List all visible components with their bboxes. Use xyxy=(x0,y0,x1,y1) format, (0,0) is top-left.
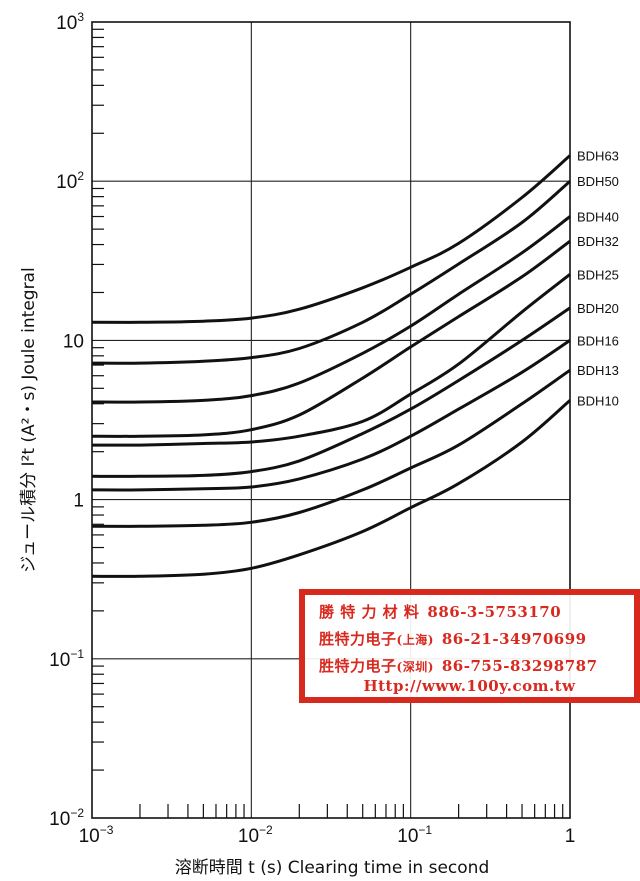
curve-bdh32 xyxy=(91,239,571,438)
x-tick-label: 10−2 xyxy=(238,823,273,847)
curves xyxy=(91,154,571,578)
x-tick-label: 10−1 xyxy=(397,823,432,847)
x-tick-label: 10−3 xyxy=(79,823,114,847)
curve-bdh63 xyxy=(91,154,571,324)
watermark-phone: 86-21-34970699 xyxy=(441,630,587,648)
series-label-bdh20: BDH20 xyxy=(577,301,619,316)
series-labels: BDH63 BDH50 BDH40 BDH32 BDH25 BDH20 BDH16 BDH13… xyxy=(577,149,619,409)
watermark-branch: (深圳) xyxy=(396,660,434,674)
y-tick-label: 1 xyxy=(73,491,84,512)
plot-frame xyxy=(91,21,571,819)
x-tick-labels: 10−3 10−2 10−1 1 xyxy=(79,823,576,847)
series-label-bdh13: BDH13 xyxy=(577,363,619,378)
curve-bdh16 xyxy=(91,339,571,492)
watermark-company-name: 勝 特 力 材 料 xyxy=(319,603,420,621)
y-tick-label: 10−1 xyxy=(49,647,84,671)
series-label-bdh10: BDH10 xyxy=(577,393,619,408)
series-label-bdh25: BDH25 xyxy=(577,267,619,282)
watermark-phone: 886-3-5753170 xyxy=(427,603,562,621)
watermark-branch: (上海) xyxy=(396,633,434,647)
curve-bdh10 xyxy=(91,399,571,578)
curve-bdh40 xyxy=(91,215,571,404)
y-tick-label: 102 xyxy=(56,169,84,193)
watermark-phone: 86-755-83298787 xyxy=(441,657,598,675)
watermark-company-name: 胜特力电子 xyxy=(319,657,397,675)
series-label-bdh40: BDH40 xyxy=(577,210,619,225)
curve-bdh20 xyxy=(91,306,571,478)
series-label-bdh32: BDH32 xyxy=(577,234,619,249)
curve-bdh13 xyxy=(91,368,571,528)
minor-ticks xyxy=(92,28,564,818)
curve-bdh50 xyxy=(91,180,571,365)
watermark-line-1: 勝 特 力 材 料 886-3-5753170 xyxy=(319,601,561,622)
watermark-company-name: 胜特力电子 xyxy=(319,630,397,648)
y-tick-labels: 10−2 10−1 1 10 102 103 xyxy=(49,10,84,830)
watermark-line-3: 胜特力电子(深圳) 86-755-83298787 xyxy=(319,655,598,676)
distributor-watermark: 勝 特 力 材 料 886-3-5753170 胜特力电子(上海) 86-21-34… xyxy=(299,589,640,703)
y-tick-label: 10−2 xyxy=(49,806,84,830)
y-axis-title: ジュール積分 I²t (A²・s) Joule integral xyxy=(19,267,39,572)
x-tick-label: 1 xyxy=(565,826,576,847)
y-tick-label: 103 xyxy=(56,10,84,34)
y-tick-label: 10 xyxy=(63,331,84,352)
series-label-bdh50: BDH50 xyxy=(577,174,619,189)
curve-bdh25 xyxy=(91,273,571,447)
series-label-bdh63: BDH63 xyxy=(577,149,619,164)
watermark-url: Http://www.100y.com.tw xyxy=(363,677,576,695)
series-label-bdh16: BDH16 xyxy=(577,333,619,348)
watermark-line-2: 胜特力电子(上海) 86-21-34970699 xyxy=(319,628,587,649)
x-axis-title: 溶断時間 t (s) Clearing time in second xyxy=(175,858,490,878)
